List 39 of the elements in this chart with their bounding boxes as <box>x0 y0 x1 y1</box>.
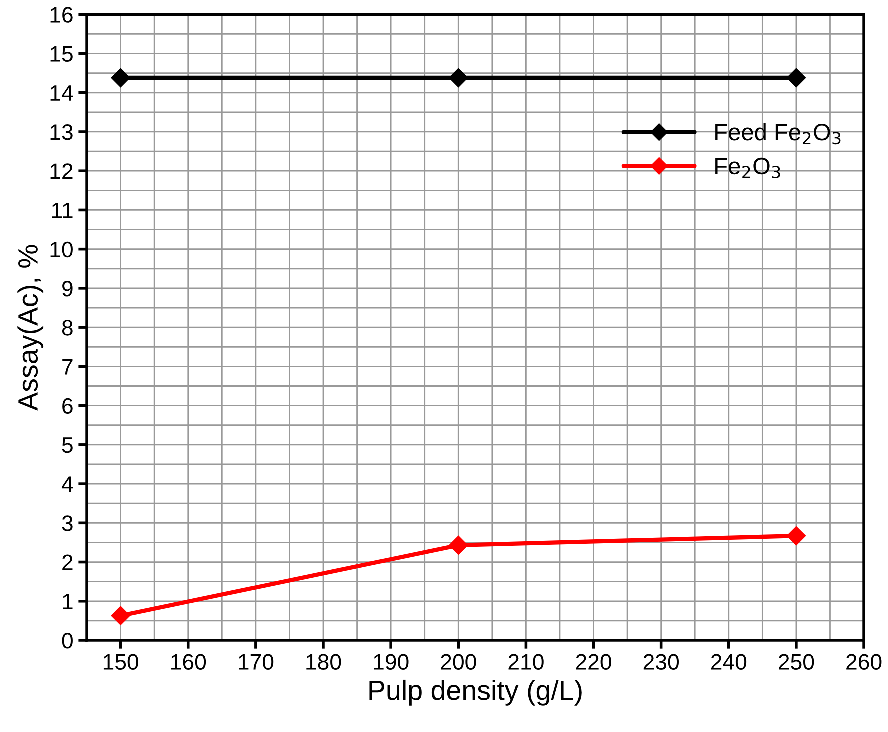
x-tick-label: 260 <box>846 654 882 670</box>
y-tick-label: 11 <box>52 202 73 218</box>
x-tick-label: 180 <box>306 654 342 670</box>
y-tick-label: 13 <box>50 124 73 140</box>
y-tick-label: 2 <box>62 554 73 570</box>
x-tick-label: 220 <box>576 654 612 670</box>
point <box>111 68 130 88</box>
y-tick-label: 16 <box>50 7 73 23</box>
x-tick-label: 250 <box>779 654 814 670</box>
point <box>449 536 468 555</box>
legend-label: Feed Fe$_{2}$O$_{3}$ <box>716 123 841 145</box>
y-tick-label: 8 <box>62 320 73 336</box>
y-tick-label: 15 <box>50 46 73 62</box>
x-axis-title: Pulp density (g/L) <box>370 680 582 706</box>
point <box>786 526 806 546</box>
x-tick-label: 150 <box>104 654 138 670</box>
y-axis-title: Assay(Ac), % <box>18 245 44 411</box>
y-tick-label: 14 <box>50 86 74 101</box>
y-tick-label: 10 <box>50 242 73 258</box>
y-tick-label: 3 <box>62 516 73 532</box>
legend-label: Fe$_{2}$O$_{3}$ <box>716 158 780 179</box>
y-tick-label: 12 <box>50 164 73 180</box>
x-tick-label: 240 <box>711 654 747 670</box>
x-tick-label: 230 <box>644 654 679 670</box>
y-tick-label: 9 <box>62 280 73 297</box>
y-tick-label: 5 <box>62 438 73 454</box>
point <box>786 68 806 88</box>
y-tick-label: 4 <box>62 476 74 492</box>
y-tick-label: 7 <box>62 359 73 375</box>
x-tick-label: 170 <box>239 654 274 670</box>
y-tick-label: 1 <box>63 594 73 610</box>
x-tick-label: 200 <box>441 654 476 670</box>
point <box>111 606 130 626</box>
x-tick-label: 190 <box>374 654 409 670</box>
x-tick-label: 160 <box>172 654 206 670</box>
y-tick-label: 6 <box>62 398 73 414</box>
y-tick-label: 0 <box>62 633 73 649</box>
x-tick-label: 210 <box>508 654 544 670</box>
point <box>449 68 468 88</box>
